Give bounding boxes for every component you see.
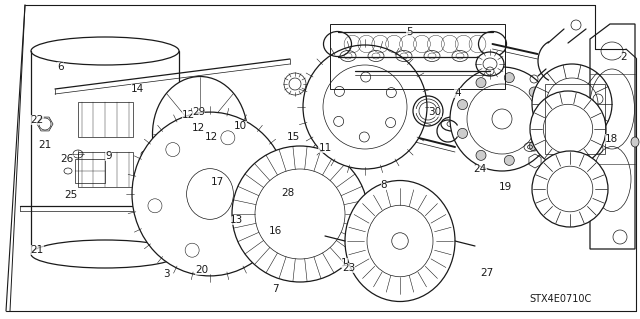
Ellipse shape — [504, 73, 515, 83]
Ellipse shape — [450, 67, 554, 171]
Text: 8: 8 — [381, 180, 387, 190]
Text: 11: 11 — [319, 143, 332, 153]
Text: 13: 13 — [230, 215, 243, 225]
Ellipse shape — [532, 151, 608, 227]
Text: 24: 24 — [474, 164, 486, 174]
Bar — [75, 159, 105, 183]
Bar — [77, 101, 132, 137]
Text: 30: 30 — [429, 107, 442, 117]
Text: STX4E0710C: STX4E0710C — [529, 294, 591, 304]
Text: 20: 20 — [195, 264, 208, 275]
Ellipse shape — [529, 87, 539, 97]
Text: 16: 16 — [269, 226, 282, 236]
Ellipse shape — [529, 141, 539, 151]
Ellipse shape — [303, 45, 427, 169]
Text: 19: 19 — [499, 182, 512, 192]
Ellipse shape — [476, 52, 504, 76]
Text: 22: 22 — [31, 115, 44, 125]
Text: 18: 18 — [605, 134, 618, 144]
Ellipse shape — [458, 128, 468, 138]
Ellipse shape — [476, 150, 486, 160]
Ellipse shape — [232, 146, 368, 282]
Bar — [330, 24, 505, 89]
Ellipse shape — [539, 114, 549, 124]
Text: 26: 26 — [61, 154, 74, 165]
Text: 10: 10 — [234, 121, 246, 131]
Ellipse shape — [458, 100, 468, 110]
Text: 4: 4 — [454, 87, 461, 98]
Ellipse shape — [631, 137, 639, 147]
Text: 5: 5 — [406, 27, 413, 37]
Text: 3: 3 — [163, 269, 170, 279]
Text: 14: 14 — [131, 84, 144, 94]
Text: 29: 29 — [192, 107, 205, 117]
Text: 15: 15 — [287, 132, 300, 142]
Text: 7: 7 — [272, 284, 278, 294]
Ellipse shape — [532, 64, 612, 144]
Text: 6: 6 — [58, 62, 64, 72]
Text: 12: 12 — [192, 122, 205, 133]
Bar — [545, 84, 605, 154]
Ellipse shape — [504, 155, 515, 165]
Bar — [77, 152, 132, 187]
Text: 21: 21 — [31, 245, 44, 256]
Ellipse shape — [132, 112, 288, 276]
Text: 23: 23 — [342, 263, 355, 273]
Ellipse shape — [476, 78, 486, 88]
Text: 27: 27 — [480, 268, 493, 278]
Text: 21: 21 — [38, 140, 51, 150]
Ellipse shape — [152, 77, 248, 191]
Ellipse shape — [345, 181, 455, 301]
Text: 1: 1 — [341, 258, 348, 268]
Text: 2: 2 — [621, 52, 627, 63]
Text: 9: 9 — [106, 151, 112, 161]
Ellipse shape — [31, 240, 179, 268]
Ellipse shape — [530, 91, 606, 167]
Text: 17: 17 — [211, 177, 224, 187]
Text: 12: 12 — [182, 110, 195, 120]
Text: 25: 25 — [64, 189, 77, 200]
Text: 12: 12 — [205, 132, 218, 142]
Text: 28: 28 — [282, 188, 294, 198]
